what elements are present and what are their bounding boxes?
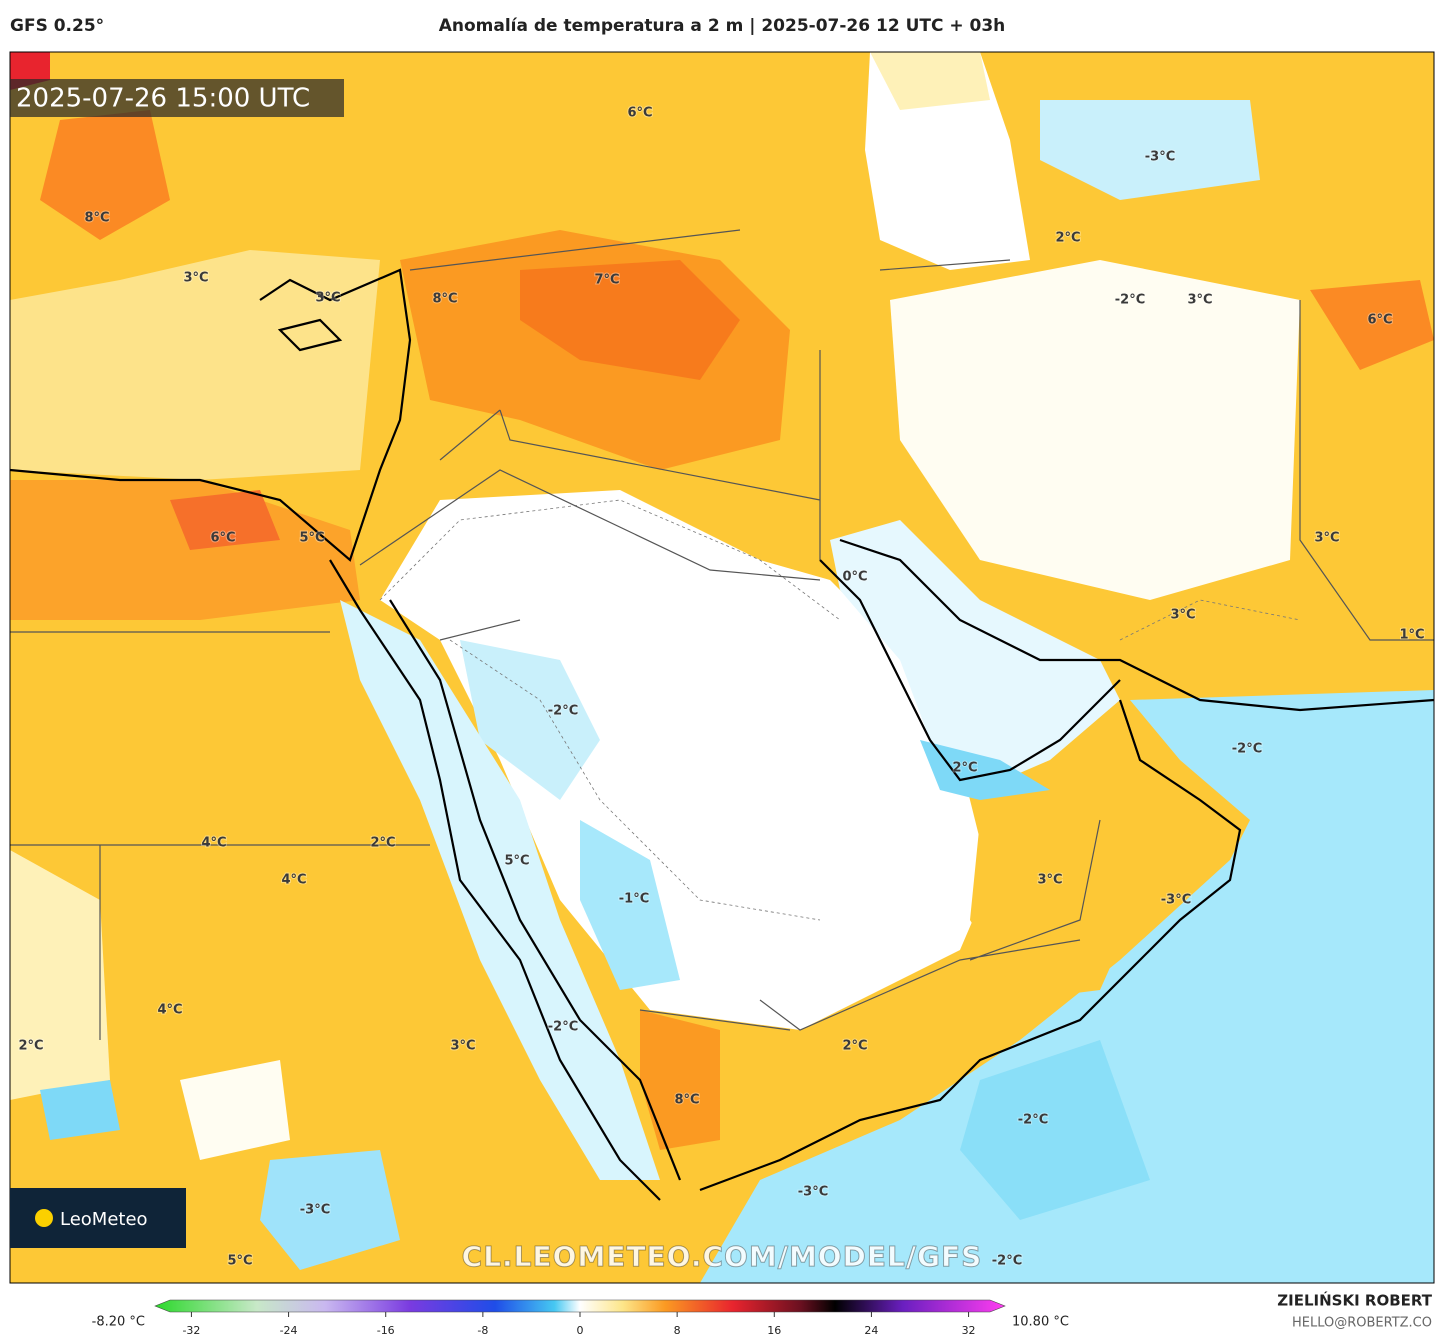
colorbar-tick-label: -8 bbox=[477, 1324, 488, 1337]
map-label: 5°C bbox=[504, 854, 529, 869]
colorbar-tick-label: 32 bbox=[962, 1324, 976, 1337]
map-label: 3°C bbox=[315, 291, 340, 306]
map-label: 6°C bbox=[210, 531, 235, 546]
colorbar-max: 10.80 °C bbox=[1012, 1315, 1069, 1330]
colorbar-tick-label: -16 bbox=[377, 1324, 395, 1337]
logo-sun bbox=[35, 1209, 53, 1227]
map-label: 3°C bbox=[1187, 293, 1212, 308]
shade bbox=[10, 250, 380, 480]
shade bbox=[10, 850, 110, 1100]
map-label: 0°C bbox=[842, 570, 867, 585]
map bbox=[10, 52, 1434, 1283]
sea bbox=[700, 690, 1434, 1283]
map-label: 4°C bbox=[157, 1003, 182, 1018]
shade bbox=[10, 480, 360, 620]
shade bbox=[1040, 100, 1260, 200]
map-label: -3°C bbox=[1161, 893, 1191, 908]
shade bbox=[40, 110, 170, 240]
map-label: 8°C bbox=[84, 211, 109, 226]
map-label: -3°C bbox=[300, 1203, 330, 1218]
shade bbox=[1310, 280, 1434, 370]
model-name: GFS 0.25° bbox=[10, 16, 104, 36]
map-label: 8°C bbox=[432, 292, 457, 307]
shade bbox=[260, 1150, 400, 1270]
map-label: 7°C bbox=[594, 273, 619, 288]
logo: LeoMeteo bbox=[60, 1209, 148, 1230]
map-label: 2°C bbox=[370, 836, 395, 851]
map-frame bbox=[9, 51, 1435, 1284]
map-label: 5°C bbox=[299, 531, 324, 546]
border bbox=[10, 229, 1434, 1040]
colorbar-tick-label: -24 bbox=[280, 1324, 298, 1337]
map-label: 3°C bbox=[1037, 873, 1062, 888]
shade bbox=[180, 1060, 290, 1160]
colorbar-min: -8.20 °C bbox=[92, 1315, 145, 1330]
shade bbox=[380, 490, 990, 1030]
map-label: -3°C bbox=[798, 1185, 828, 1200]
shade bbox=[40, 1080, 120, 1140]
colorbar: -32 -24 -16 -8 0 8 16 24 32 bbox=[154, 1299, 1006, 1337]
map-label: 4°C bbox=[281, 873, 306, 888]
isoline bbox=[379, 499, 1301, 921]
timestamp: 2025-07-26 15:00 UTC bbox=[16, 84, 310, 114]
colorbar-tick-label: 8 bbox=[674, 1324, 681, 1337]
sea bbox=[830, 520, 1120, 790]
map-label: -2°C bbox=[1232, 742, 1262, 757]
timestamp-box bbox=[10, 79, 344, 117]
coastline bbox=[277, 318, 343, 352]
map-label: -3°C bbox=[1145, 150, 1175, 165]
colorbar-tick-label: 0 bbox=[577, 1324, 584, 1337]
map-label: -2°C bbox=[1115, 293, 1145, 308]
shade bbox=[580, 820, 680, 990]
author: ZIELIŃSKI ROBERT bbox=[1277, 1291, 1432, 1310]
shade bbox=[640, 1010, 720, 1150]
contact: HELLO@ROBERTZ.CO bbox=[1292, 1316, 1432, 1331]
map-labels: 6°C -3°C 8°C 2°C 3°C 3°C 8°C 7°C -2°C 3°C 6°C 3°C 6°… bbox=[17, 105, 1425, 1270]
coastline bbox=[10, 268, 1434, 1201]
map-label: 4°C bbox=[201, 836, 226, 851]
colorbar-bar bbox=[154, 1299, 1006, 1313]
map-label: -2°C bbox=[548, 704, 578, 719]
map-label: 3°C bbox=[1170, 608, 1195, 623]
sea bbox=[920, 740, 1050, 800]
map-label: 6°C bbox=[627, 106, 652, 121]
map-label: 2°C bbox=[952, 761, 977, 776]
sea bbox=[340, 600, 660, 1180]
colorbar-tick-label: 16 bbox=[767, 1324, 781, 1337]
map-label: 2°C bbox=[1055, 231, 1080, 246]
map-label: 5°C bbox=[227, 1254, 252, 1269]
map-label: 6°C bbox=[1367, 313, 1392, 328]
shade bbox=[870, 52, 990, 110]
map-title: Anomalía de temperatura a 2 m | 2025-07-… bbox=[439, 16, 1006, 36]
watermark: CL.LEOMETEO.COM/MODEL/GFS bbox=[462, 1240, 983, 1273]
colorbar-tick-label: 24 bbox=[864, 1324, 878, 1337]
sea bbox=[960, 1040, 1150, 1220]
colorbar-tick-label: -32 bbox=[182, 1324, 200, 1337]
map-label: 2°C bbox=[842, 1039, 867, 1054]
map-label: 3°C bbox=[1314, 531, 1339, 546]
shade bbox=[890, 260, 1300, 600]
map-label: 3°C bbox=[183, 271, 208, 286]
shade bbox=[970, 820, 1140, 1000]
shade bbox=[520, 260, 740, 380]
map-label: -2°C bbox=[992, 1254, 1022, 1269]
shade bbox=[170, 490, 280, 550]
map-label: 8°C bbox=[674, 1093, 699, 1108]
map-label: -2°C bbox=[1018, 1113, 1048, 1128]
map-label: -2°C bbox=[548, 1020, 578, 1035]
map-label: 1°C bbox=[1399, 628, 1424, 643]
map-label: 2°C bbox=[18, 1039, 43, 1054]
map-label: -1°C bbox=[619, 892, 649, 907]
shade bbox=[460, 640, 600, 800]
map-label: 3°C bbox=[450, 1039, 475, 1054]
